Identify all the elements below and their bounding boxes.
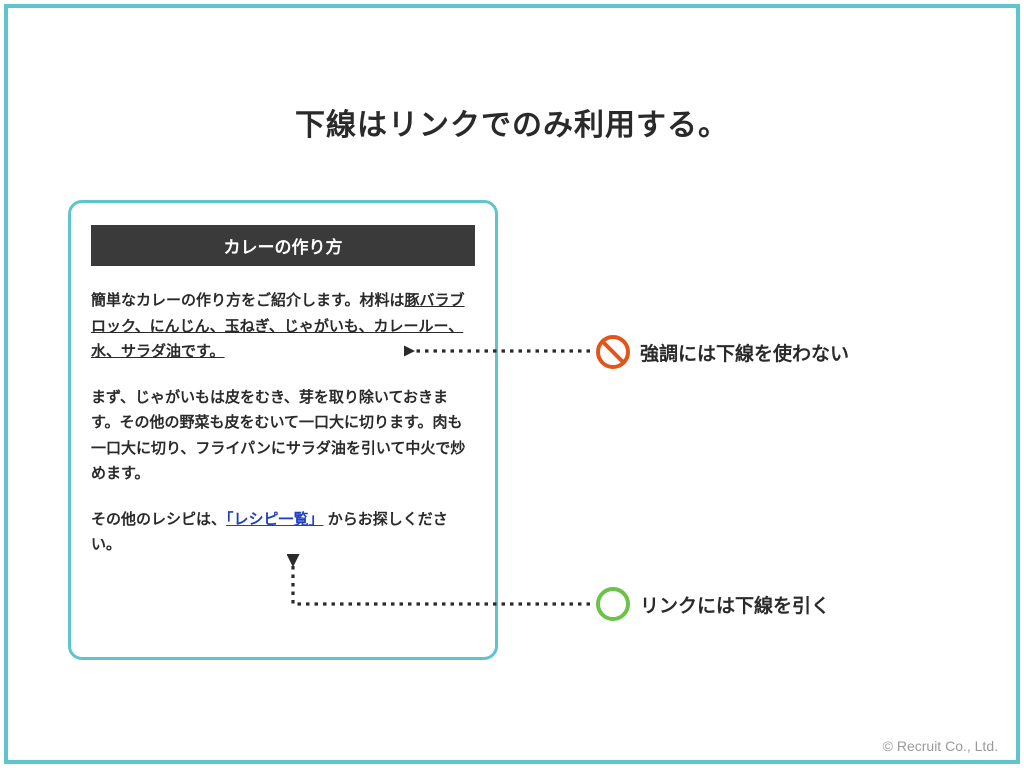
annotation-bad: 強調には下線を使わない bbox=[596, 335, 849, 369]
copyright: © Recruit Co., Ltd. bbox=[883, 738, 998, 754]
annotation-bad-label: 強調には下線を使わない bbox=[640, 339, 849, 366]
recipe-list-link[interactable]: 「レシピ一覧」 bbox=[226, 511, 324, 528]
ok-icon bbox=[596, 587, 630, 621]
panel-header: カレーの作り方 bbox=[91, 225, 475, 266]
page-title: 下線はリンクでのみ利用する。 bbox=[0, 100, 1024, 144]
paragraph-3: その他のレシピは、「レシピ一覧」 からお探しください。 bbox=[91, 507, 475, 558]
annotation-good-label: リンクには下線を引く bbox=[640, 591, 830, 618]
paragraph-2: まず、じゃがいもは皮をむき、芽を取り除いておきます。その他の野菜も皮をむいて一口… bbox=[91, 385, 475, 487]
p3-lead: その他のレシピは、 bbox=[91, 511, 226, 528]
example-panel: カレーの作り方 簡単なカレーの作り方をご紹介します。材料は豚バラブロック、にんじ… bbox=[68, 200, 498, 660]
paragraph-1: 簡単なカレーの作り方をご紹介します。材料は豚バラブロック、にんじん、玉ねぎ、じゃ… bbox=[91, 288, 475, 365]
prohibit-icon bbox=[596, 335, 630, 369]
annotation-good: リンクには下線を引く bbox=[596, 587, 830, 621]
panel-body: 簡単なカレーの作り方をご紹介します。材料は豚バラブロック、にんじん、玉ねぎ、じゃ… bbox=[91, 288, 475, 558]
p1-lead: 簡単なカレーの作り方をご紹介します。材料は bbox=[91, 292, 405, 309]
